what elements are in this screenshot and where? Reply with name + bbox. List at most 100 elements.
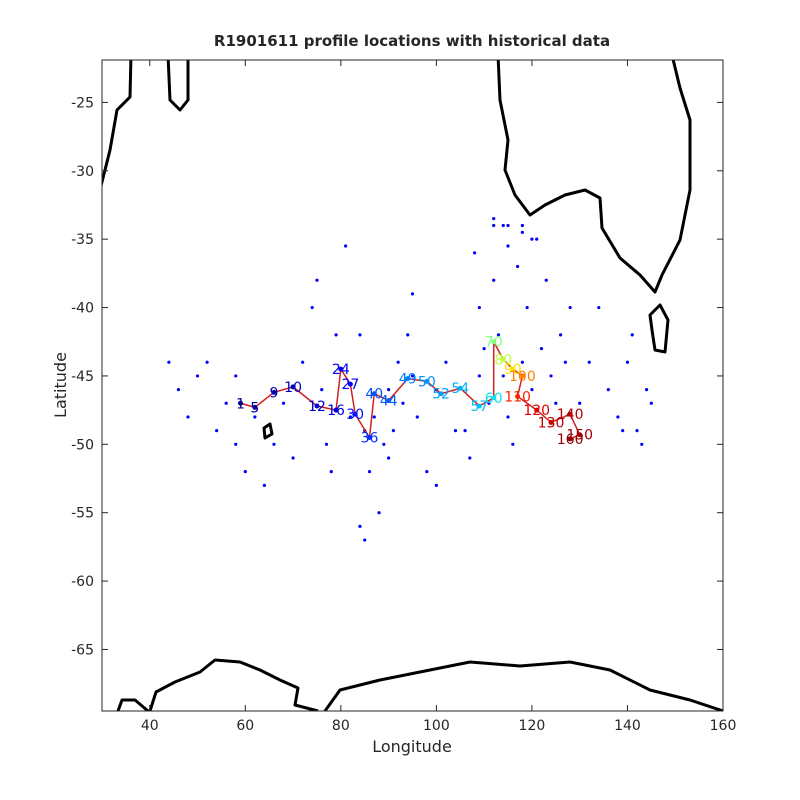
y-tick-label: -25 xyxy=(71,95,94,111)
historical-point xyxy=(530,237,534,241)
historical-point xyxy=(358,524,362,528)
historical-point xyxy=(329,470,333,474)
profile-point xyxy=(491,339,497,345)
historical-point xyxy=(205,360,209,364)
y-tick-label: -60 xyxy=(71,574,94,590)
y-tick-label: -55 xyxy=(71,506,94,522)
profile-label: 130 xyxy=(538,415,565,431)
historical-point xyxy=(224,401,228,405)
profile-point xyxy=(567,411,573,417)
profile-label: 110 xyxy=(504,389,531,405)
historical-point xyxy=(649,401,653,405)
y-tick-label: -30 xyxy=(71,164,94,180)
historical-point xyxy=(535,237,539,241)
x-tick-label: 40 xyxy=(141,718,159,734)
profile-label: 10 xyxy=(284,380,302,396)
coast-antarctica-east xyxy=(323,660,723,711)
x-tick-label: 80 xyxy=(332,718,350,734)
profile-point xyxy=(386,398,392,404)
profile-label: 9 xyxy=(270,385,279,401)
y-tick-label: -35 xyxy=(71,232,94,248)
historical-point xyxy=(587,360,591,364)
historical-point xyxy=(477,305,481,310)
profile-label: 160 xyxy=(557,432,584,448)
y-axis-label: Latitude xyxy=(51,352,70,418)
profile-point xyxy=(567,436,573,442)
historical-point xyxy=(186,415,190,419)
chart-title: R1901611 profile locations with historic… xyxy=(214,32,610,50)
historical-point xyxy=(554,401,558,405)
profile-label: 36 xyxy=(361,430,379,446)
x-tick-label: 140 xyxy=(614,718,641,734)
historical-point xyxy=(563,360,567,364)
profile-label: 44 xyxy=(380,394,398,410)
x-tick-label: 120 xyxy=(519,718,546,734)
historical-point xyxy=(477,374,481,378)
historical-point xyxy=(453,429,458,433)
profile-label: 150 xyxy=(566,428,593,444)
historical-point xyxy=(644,388,649,392)
historical-point xyxy=(511,442,515,446)
profile-label: 60 xyxy=(485,391,503,407)
historical-point xyxy=(334,333,338,337)
profile-point xyxy=(371,391,377,397)
profile-track xyxy=(240,341,581,440)
historical-point xyxy=(410,292,415,296)
historical-point xyxy=(496,333,501,337)
historical-point xyxy=(320,388,324,392)
historical-point xyxy=(315,278,319,282)
coast-africa xyxy=(102,60,133,189)
historical-point xyxy=(473,251,477,255)
historical-point xyxy=(635,429,639,433)
coast-kerguelen xyxy=(262,422,274,440)
coastlines xyxy=(102,60,723,711)
profile-label: 57 xyxy=(470,399,488,415)
profile-point xyxy=(352,411,358,417)
profile-point xyxy=(491,395,497,401)
historical-point xyxy=(568,305,572,310)
x-tick-label: 160 xyxy=(710,718,737,734)
profile-label: 100 xyxy=(509,369,536,385)
historical-point xyxy=(301,360,305,364)
historical-point xyxy=(621,429,625,433)
coast-tasmania xyxy=(648,303,670,354)
profile-point xyxy=(500,357,506,363)
historical-point xyxy=(520,223,524,228)
historical-point xyxy=(234,374,238,378)
historical-point xyxy=(401,401,405,405)
profile-point xyxy=(424,378,430,384)
historical-point xyxy=(544,278,548,282)
historical-point xyxy=(243,470,247,474)
historical-point xyxy=(501,223,505,228)
historical-point xyxy=(176,388,181,392)
historical-point xyxy=(625,360,630,364)
historical-point xyxy=(630,333,634,337)
profile-point xyxy=(252,404,258,410)
historical-point xyxy=(578,401,582,405)
historical-point xyxy=(406,333,410,337)
profile-point xyxy=(367,434,373,440)
historical-point xyxy=(444,360,448,364)
historical-point xyxy=(539,346,544,351)
profile-label: 24 xyxy=(332,362,350,378)
y-tick-label: -45 xyxy=(71,369,94,385)
historical-point xyxy=(272,442,276,446)
profile-label: 140 xyxy=(557,407,584,423)
historical-point xyxy=(434,483,438,487)
historical-point xyxy=(492,217,496,221)
coast-antarctica-west xyxy=(116,658,319,711)
profile-label: 5 xyxy=(250,400,259,416)
profile-point xyxy=(534,407,540,413)
historical-point xyxy=(348,415,352,419)
historical-point xyxy=(530,388,534,392)
historical-point xyxy=(387,388,391,392)
historical-point xyxy=(506,244,510,248)
profile-label: 30 xyxy=(346,407,364,423)
y-tick-label: -65 xyxy=(71,642,94,658)
axes-box xyxy=(101,59,724,712)
coast-australia xyxy=(496,60,692,294)
historical-point xyxy=(468,456,472,460)
profile-point xyxy=(457,385,463,391)
profile-label: 40 xyxy=(365,387,383,403)
